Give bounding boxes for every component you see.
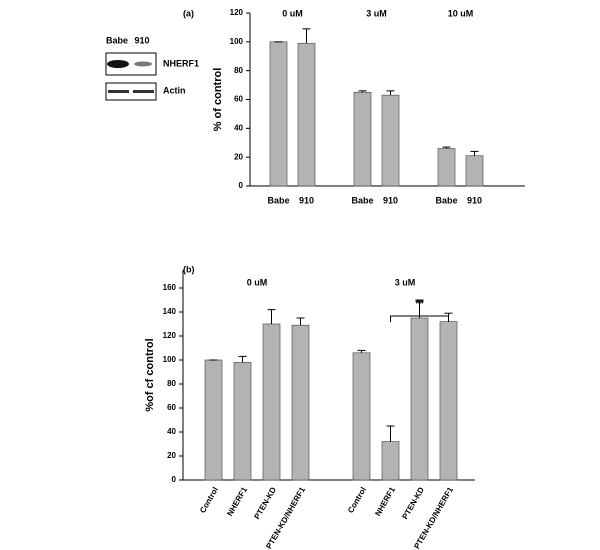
bar [410, 317, 429, 481]
y-tick-label: 0 [239, 181, 244, 190]
error-bar [386, 90, 395, 96]
error-bar [296, 317, 305, 326]
bar [381, 441, 400, 481]
bar [352, 352, 371, 481]
panel-label: (b) [183, 264, 195, 274]
y-tick-label: 80 [234, 66, 243, 75]
lane-label: Babe [106, 35, 128, 45]
group-label: 3 uM [366, 8, 387, 18]
bar [381, 94, 400, 187]
blot-band [108, 90, 129, 93]
y-tick-label: 0 [172, 475, 177, 484]
blot-band [133, 90, 154, 93]
bar [437, 148, 456, 187]
x-tick-label: Control [346, 486, 368, 515]
bar [439, 321, 458, 481]
row-label: NHERF1 [163, 58, 199, 68]
bar [269, 41, 288, 187]
y-tick-label: 120 [163, 331, 177, 340]
y-tick-label: 120 [230, 8, 244, 17]
lane-label: 910 [134, 35, 149, 45]
annotation: ** [415, 298, 424, 310]
x-tick-label: Babe [435, 195, 457, 205]
y-tick-label: 100 [230, 37, 244, 46]
y-tick-label: 20 [167, 451, 176, 460]
x-tick-label: PTEN-KD [400, 485, 426, 520]
y-tick-label: 140 [163, 307, 177, 316]
x-tick-label: 910 [467, 195, 482, 205]
y-tick-label: 80 [167, 379, 176, 388]
group-label: 0 uM [282, 8, 303, 18]
error-bar [267, 309, 276, 324]
bar [297, 42, 316, 187]
y-tick-label: 60 [167, 403, 176, 412]
bar [291, 324, 310, 481]
x-tick-label: 910 [383, 195, 398, 205]
row-label: Actin [163, 85, 186, 95]
blot-box [105, 82, 157, 101]
x-tick-label: NHERF1 [373, 485, 397, 518]
group-label: 10 uM [448, 8, 474, 18]
blot-band [107, 60, 129, 68]
y-tick-label: 160 [163, 283, 177, 292]
bar [262, 323, 281, 481]
y-tick-label: 20 [234, 152, 243, 161]
error-bar [470, 150, 479, 156]
error-bar [386, 425, 395, 442]
x-tick-label: Babe [351, 195, 373, 205]
x-tick-label: Control [198, 486, 220, 515]
western-blot: Babe 910 NHERF1 Actin [105, 35, 199, 101]
x-tick-label: PTEN-KD [252, 485, 278, 520]
blot-box [105, 52, 157, 76]
y-tick-label: 40 [167, 427, 176, 436]
x-tick-label: 910 [299, 195, 314, 205]
y-tick-label: 40 [234, 123, 243, 132]
error-bar [357, 349, 366, 353]
panel-label: (a) [183, 8, 194, 18]
bar [353, 91, 372, 187]
y-tick-label: 100 [163, 355, 177, 364]
bar [204, 359, 223, 481]
error-bar [238, 355, 247, 363]
error-bar [415, 299, 424, 318]
error-bar [442, 146, 451, 149]
error-bar [358, 90, 367, 93]
x-tick-label: Babe [267, 195, 289, 205]
bar [233, 362, 252, 481]
x-tick-label: NHERF1 [225, 485, 249, 518]
y-axis-label: % of control [212, 68, 224, 132]
y-tick-label: 60 [234, 95, 243, 104]
bar [465, 155, 484, 187]
significance-bracket [390, 315, 449, 322]
blot-band [134, 61, 152, 67]
group-label: 3 uM [395, 277, 416, 287]
error-bar [302, 28, 311, 44]
group-label: 0 uM [247, 277, 268, 287]
y-axis-label: %of cf control [144, 338, 156, 411]
